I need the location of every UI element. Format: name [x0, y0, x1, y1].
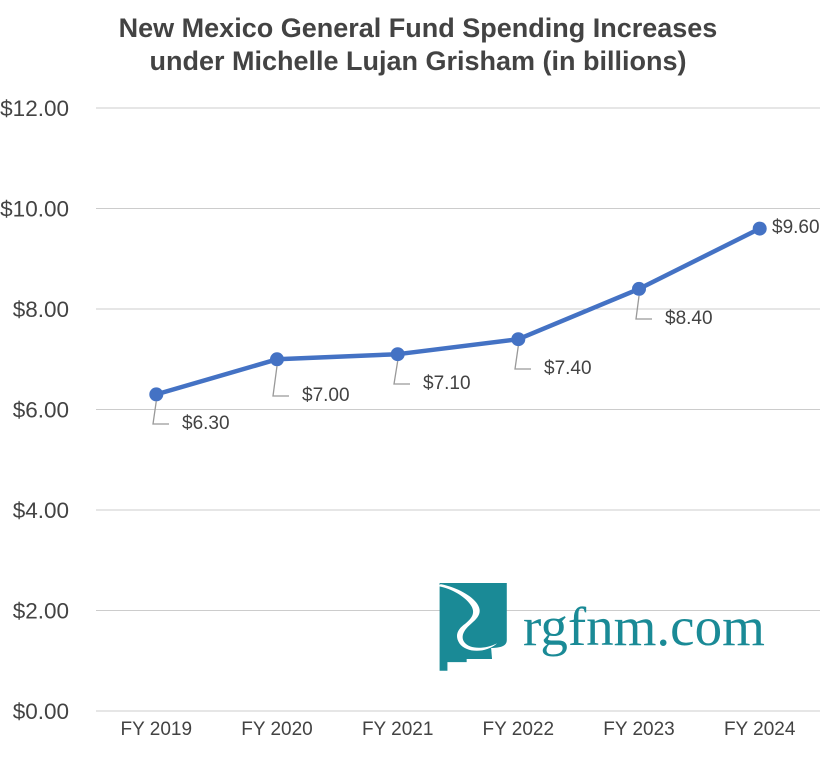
svg-text:$8.00: $8.00 — [13, 297, 69, 322]
svg-text:FY 2019: FY 2019 — [121, 719, 192, 740]
svg-text:$7.00: $7.00 — [302, 385, 350, 406]
svg-text:$8.40: $8.40 — [665, 308, 713, 329]
svg-text:FY 2023: FY 2023 — [603, 719, 674, 740]
svg-text:rgfnm.com: rgfnm.com — [523, 596, 765, 657]
svg-text:$7.40: $7.40 — [544, 358, 592, 379]
svg-text:$7.10: $7.10 — [423, 373, 471, 394]
svg-text:$0.00: $0.00 — [13, 699, 69, 724]
svg-text:FY 2020: FY 2020 — [241, 719, 312, 740]
svg-text:FY 2021: FY 2021 — [362, 719, 433, 740]
svg-text:$10.00: $10.00 — [0, 197, 69, 222]
svg-text:$9.60: $9.60 — [772, 217, 820, 238]
svg-text:$6.30: $6.30 — [182, 413, 230, 434]
svg-text:$6.00: $6.00 — [13, 398, 69, 423]
svg-text:$12.00: $12.00 — [0, 96, 69, 121]
svg-text:FY 2022: FY 2022 — [483, 719, 554, 740]
svg-text:$2.00: $2.00 — [13, 599, 69, 624]
svg-text:$4.00: $4.00 — [13, 498, 69, 523]
svg-text:FY 2024: FY 2024 — [724, 719, 796, 740]
